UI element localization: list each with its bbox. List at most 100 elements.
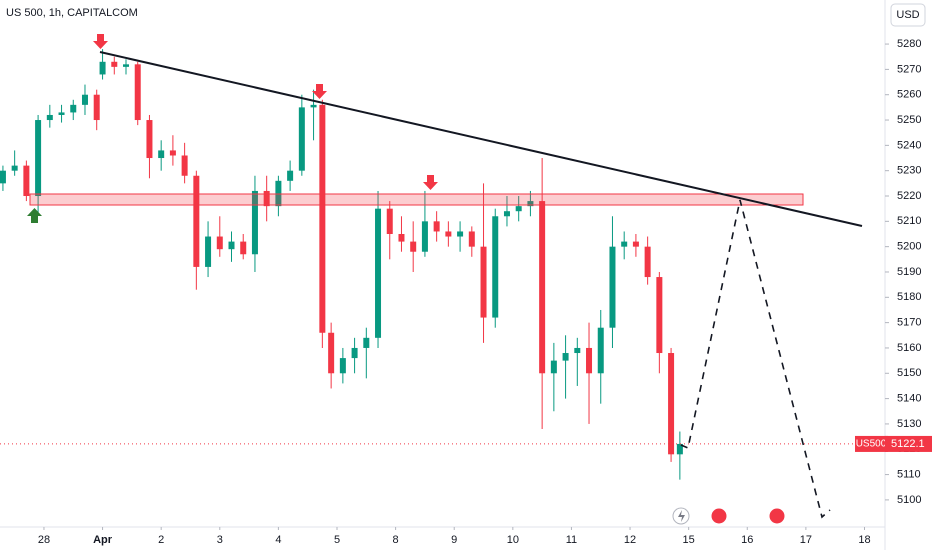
- x-tick-label: 5: [334, 534, 340, 546]
- x-tick-label: 18: [858, 534, 870, 546]
- x-tick-label: 28: [38, 534, 50, 546]
- candle-body: [515, 206, 522, 212]
- y-tick-label: 5130: [897, 418, 921, 430]
- candle-body: [181, 155, 188, 176]
- candle-body: [527, 201, 534, 207]
- candle-body: [363, 337, 370, 348]
- candle-body: [93, 94, 100, 121]
- last-price-box: [885, 435, 932, 452]
- x-tick-label: 17: [800, 534, 812, 546]
- x-tick-label: 16: [741, 534, 753, 546]
- candle-body: [287, 170, 294, 181]
- trend-line: [99, 51, 863, 227]
- candle-body: [410, 241, 417, 252]
- y-tick-label: 5110: [897, 468, 921, 480]
- symbol-box: [855, 435, 888, 452]
- currency[interactable]: USD: [896, 9, 919, 21]
- candle-body: [550, 360, 557, 374]
- candle-body: [263, 190, 270, 207]
- candle-body: [398, 233, 405, 242]
- x-tick-label: 4: [275, 534, 281, 546]
- candle-body: [621, 241, 628, 247]
- candle-body: [205, 236, 212, 267]
- currency-button[interactable]: [890, 3, 926, 27]
- candle-body: [240, 241, 247, 255]
- x-tick-label: Apr: [93, 534, 113, 546]
- candle-body: [539, 201, 546, 374]
- candle-body: [228, 241, 235, 250]
- y-tick-label: 5240: [897, 139, 921, 151]
- candle-body: [193, 175, 200, 267]
- y-tick-label: 5160: [897, 342, 921, 354]
- y-tick-label: 5190: [897, 266, 921, 278]
- y-tick-label: 5100: [897, 494, 921, 506]
- event-icon[interactable]: [768, 507, 786, 525]
- candle-body: [656, 277, 663, 354]
- candle-body: [421, 221, 428, 252]
- y-tick-label: 5180: [897, 291, 921, 303]
- x-tick-label: 15: [683, 534, 695, 546]
- y-tick-label: 5250: [897, 114, 921, 126]
- candle-body: [310, 104, 317, 108]
- candle-body: [503, 211, 510, 217]
- candle-body: [562, 353, 569, 361]
- candle-body: [216, 236, 223, 250]
- candle-body: [0, 170, 6, 184]
- y-tick-label: 5280: [897, 38, 921, 50]
- candle-body: [597, 327, 604, 374]
- plot-area: [0, 49, 683, 480]
- candle-body: [134, 64, 141, 121]
- candle-body: [468, 231, 475, 247]
- candle-body: [58, 112, 65, 115]
- candle-body: [375, 208, 382, 338]
- candle-body: [23, 165, 30, 197]
- x-tick-label: 11: [566, 534, 577, 546]
- candle-body: [586, 347, 593, 374]
- up-arrow: [27, 208, 42, 223]
- candle-body: [275, 180, 282, 207]
- candle-body: [158, 150, 165, 159]
- y-tick-label: 5140: [897, 393, 921, 405]
- projection-path: [680, 199, 831, 519]
- candle-body: [81, 94, 88, 105]
- y-tick-label: 5260: [897, 89, 921, 101]
- candle-body: [676, 443, 683, 455]
- y-tick-label: 5230: [897, 165, 921, 177]
- y-tick-label: 5170: [897, 317, 921, 329]
- candle-body: [11, 165, 18, 171]
- x-tick-label: 12: [624, 534, 636, 546]
- x-tick-label: 8: [393, 534, 399, 546]
- candle-body: [46, 114, 53, 121]
- candle-body: [668, 353, 675, 455]
- candle-body: [386, 208, 393, 234]
- candle-body: [123, 64, 130, 67]
- candle-body: [492, 216, 499, 318]
- symbol-label: US500: [856, 439, 887, 450]
- candle-body: [298, 107, 305, 171]
- candle-body: [169, 150, 176, 156]
- candle-body: [99, 61, 106, 75]
- candle-body: [480, 246, 487, 318]
- candle-body: [433, 221, 440, 232]
- chart-title: US 500, 1h, CAPITALCOM: [6, 7, 138, 19]
- resistance-zone: [29, 193, 804, 206]
- candle-body: [328, 332, 335, 374]
- candle-body: [445, 231, 452, 237]
- last-price-label: 5122.1: [891, 438, 925, 450]
- candle-body: [574, 347, 581, 354]
- down-arrow: [312, 84, 327, 99]
- candle-body: [644, 246, 651, 278]
- event-icons: [672, 507, 786, 525]
- candle-body: [111, 61, 118, 67]
- candle-body: [632, 241, 639, 247]
- x-tick-label: 10: [507, 534, 519, 546]
- candle-body: [70, 104, 77, 113]
- candle-body: [609, 246, 616, 328]
- x-tick-label: 9: [451, 534, 457, 546]
- x-tick-label: 2: [158, 534, 164, 546]
- x-tick-label: 3: [217, 534, 223, 546]
- event-icon-bolt: [678, 510, 685, 522]
- y-tick-label: 5150: [897, 367, 921, 379]
- event-icon[interactable]: [710, 507, 728, 525]
